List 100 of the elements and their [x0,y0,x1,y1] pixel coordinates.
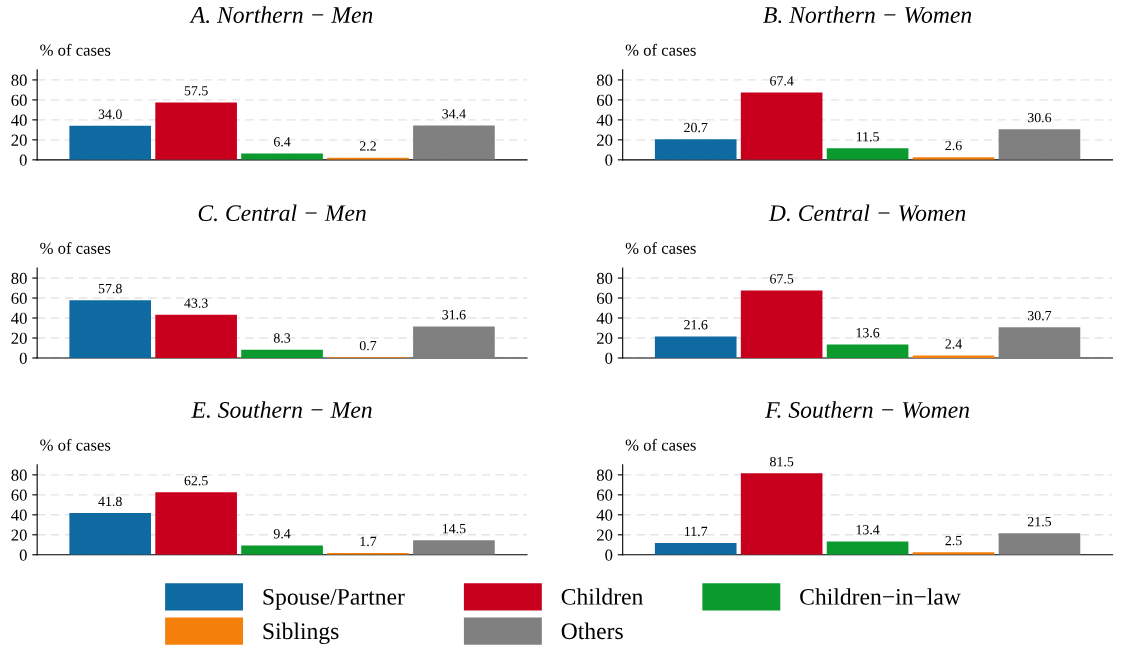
bar [998,129,1081,160]
data-label: 67.4 [770,76,794,86]
bar [654,336,737,358]
bar [998,533,1081,555]
bar [826,541,909,555]
data-label: 30.6 [1027,112,1052,123]
bar [740,290,823,358]
data-label: 20.7 [684,122,708,133]
y-tick-label: 0 [19,154,27,166]
legend-label: Spouse/Partner [263,588,405,610]
y-tick-label: 20 [597,134,613,146]
data-label: 81.5 [770,457,794,467]
y-tick-label: 20 [11,332,27,344]
y-axis-title: % of cases [625,43,696,56]
y-axis-title: % of cases [40,438,111,451]
data-label: 67.5 [770,274,794,284]
data-label: 62.5 [184,476,208,486]
bar [155,102,237,160]
chart-title: F. Southern − Women [765,401,970,418]
bar [155,492,237,555]
bar [241,545,323,555]
data-label: 41.8 [98,496,122,507]
bar [826,148,909,160]
data-label: 0.7 [359,340,377,351]
data-label: 30.7 [1027,310,1052,321]
data-label: 2.4 [945,339,962,349]
y-axis-title: % of cases [625,438,696,451]
data-label: 21.6 [684,320,708,330]
bar [241,349,323,358]
y-axis-title: % of cases [40,241,111,254]
data-label: 57.8 [98,283,122,294]
y-tick-label: 40 [11,114,27,126]
data-label: 34.0 [98,109,122,119]
chart-title: E. Southern − Men [191,401,372,418]
data-label: 9.4 [273,529,291,539]
bar [241,153,323,160]
y-tick-label: 60 [11,292,27,304]
legend-label: Others [561,622,623,640]
y-tick-label: 80 [11,74,27,86]
bar [998,327,1081,358]
bar [413,125,495,160]
y-tick-label: 0 [19,549,27,561]
y-tick-label: 60 [597,292,613,304]
y-tick-label: 40 [596,509,613,521]
data-label: 2.6 [945,140,962,151]
bar [69,125,152,160]
y-tick-label: 0 [19,352,27,364]
bar [69,513,152,555]
data-label: 57.5 [184,86,208,96]
y-tick-label: 40 [11,509,27,521]
y-tick-label: 20 [11,529,27,541]
data-label: 6.4 [273,137,291,147]
data-label: 13.6 [856,328,880,338]
chart-title: B. Northern − Women [763,6,972,24]
legend-label: Siblings [263,622,339,645]
y-axis-title: % of cases [625,241,696,254]
y-tick-label: 60 [11,489,27,501]
data-label: 11.5 [856,132,879,142]
legend-label: Children [561,588,643,605]
data-label: 34.4 [442,109,466,119]
chart-title: A. Northern − Men [189,6,373,24]
bar [413,540,495,555]
y-tick-label: 20 [11,134,27,146]
bar [69,300,152,358]
y-axis-title: % of cases [40,43,111,56]
y-tick-label: 20 [597,529,613,541]
chart-title: D. Central − Women [768,204,966,222]
data-label: 31.6 [442,310,466,320]
y-tick-label: 40 [596,114,613,126]
data-label: 13.4 [856,525,880,535]
y-tick-label: 0 [605,352,613,364]
legend-label: Children−in−law [800,588,961,605]
bar [155,314,237,358]
y-tick-label: 60 [597,94,613,106]
chart-title: C. Central − Men [198,204,366,222]
data-label: 8.3 [273,333,291,343]
data-label: 2.5 [945,535,962,546]
y-tick-label: 80 [596,469,613,481]
bar [413,326,495,358]
bar [654,543,737,555]
data-label: 21.5 [1027,516,1052,527]
data-label: 1.7 [360,536,377,547]
y-tick-label: 60 [597,489,613,501]
y-tick-label: 0 [605,549,613,561]
y-tick-label: 40 [11,312,27,324]
bar [654,139,737,160]
data-label: 14.5 [443,524,466,534]
data-label: 43.3 [184,298,208,308]
data-label: 11.7 [685,526,708,537]
bar [740,92,823,160]
y-tick-label: 40 [596,312,613,324]
y-tick-label: 80 [11,272,27,284]
y-tick-label: 0 [605,154,613,166]
y-tick-label: 20 [597,332,613,344]
y-tick-label: 80 [596,272,613,284]
y-tick-label: 80 [596,74,613,86]
y-tick-label: 60 [11,94,27,106]
bar [826,344,909,358]
data-label: 2.2 [359,141,376,151]
y-tick-label: 80 [11,469,27,481]
